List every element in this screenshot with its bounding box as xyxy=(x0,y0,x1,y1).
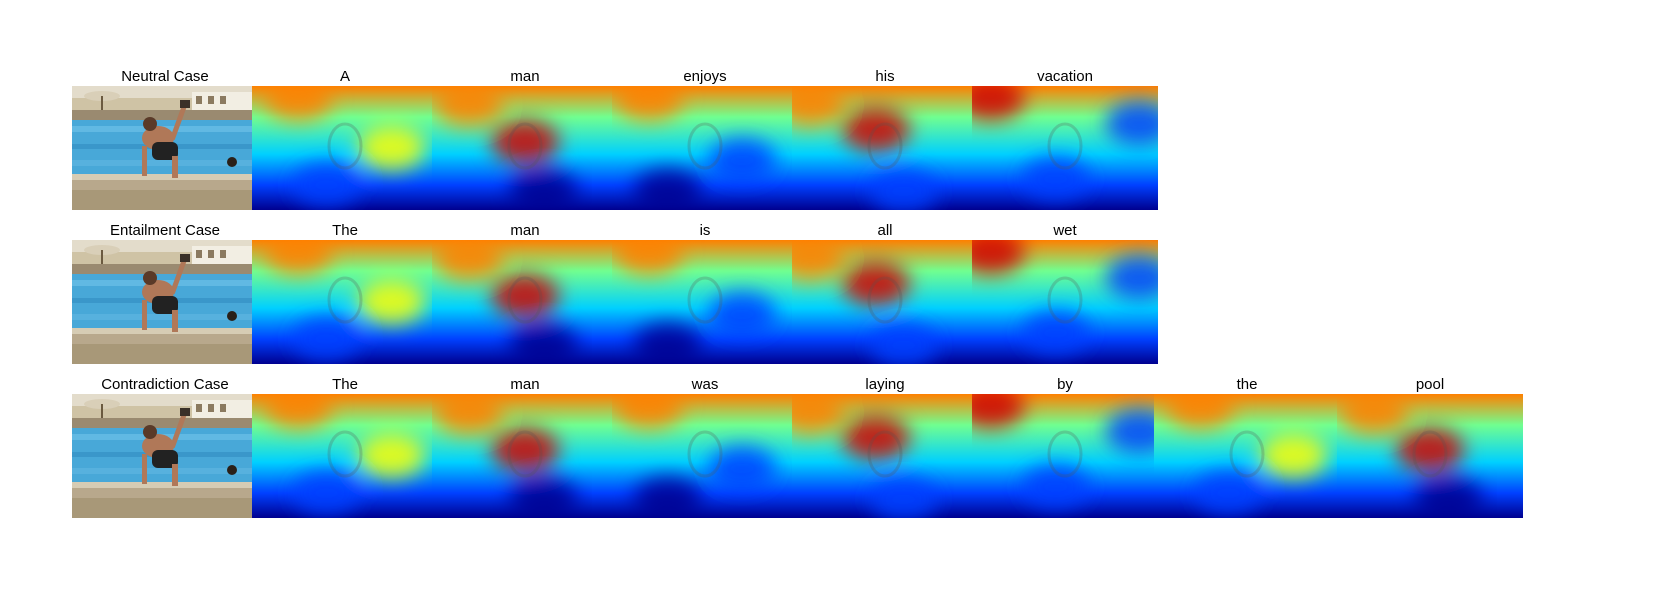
case-label: Neutral Case xyxy=(121,68,209,85)
attention-heatmap xyxy=(252,240,438,364)
case-label: Contradiction Case xyxy=(101,376,229,393)
contradiction-case-row: Contradiction Case The man was laying by xyxy=(0,376,1661,536)
heatmap-svg xyxy=(792,86,978,210)
heatmap-svg xyxy=(252,86,438,210)
word-label: laying xyxy=(865,376,905,393)
word-label: the xyxy=(1236,376,1258,393)
word-label: his xyxy=(875,68,895,85)
attention-heatmap xyxy=(432,240,618,364)
heatmap-svg xyxy=(432,240,618,364)
neutral-case-row: Neutral Case A man enjoys his vacation xyxy=(0,68,1661,228)
attention-heatmap xyxy=(432,394,618,518)
word-label: man xyxy=(510,376,540,393)
pool-scene-svg xyxy=(72,240,258,364)
attention-heatmap xyxy=(612,240,798,364)
attention-heatmap xyxy=(252,86,438,210)
word-label: enjoys xyxy=(683,68,727,85)
heatmap-svg xyxy=(972,86,1158,210)
pool-photo xyxy=(72,240,258,364)
attention-heatmap xyxy=(972,394,1158,518)
case-label: Entailment Case xyxy=(109,222,221,239)
word-label: man xyxy=(510,68,540,85)
attention-heatmap xyxy=(972,240,1158,364)
pool-photo xyxy=(72,394,258,518)
heatmap-svg xyxy=(612,240,798,364)
entailment-case-row: Entailment Case The man is all wet xyxy=(0,222,1661,382)
attention-heatmap xyxy=(792,394,978,518)
word-label: A xyxy=(339,68,350,85)
attention-heatmap xyxy=(252,394,438,518)
word-label: is xyxy=(699,222,711,239)
attention-heatmap xyxy=(792,240,978,364)
attention-heatmap xyxy=(432,86,618,210)
heatmap-svg xyxy=(432,394,618,518)
word-label: The xyxy=(332,376,358,393)
heatmap-svg xyxy=(252,394,438,518)
attention-heatmap xyxy=(1337,394,1523,518)
heatmap-svg xyxy=(1154,394,1340,518)
pool-photo xyxy=(72,86,258,210)
attention-heatmap xyxy=(612,394,798,518)
word-label: pool xyxy=(1415,376,1445,393)
heatmap-svg xyxy=(792,394,978,518)
heatmap-svg xyxy=(612,86,798,210)
heatmap-svg xyxy=(972,394,1158,518)
attention-heatmap xyxy=(612,86,798,210)
attention-heatmap xyxy=(792,86,978,210)
attention-heatmap xyxy=(972,86,1158,210)
heatmap-svg xyxy=(432,86,618,210)
word-label: by xyxy=(1057,376,1073,393)
heatmap-svg xyxy=(612,394,798,518)
heatmap-svg xyxy=(1337,394,1523,518)
word-label: The xyxy=(332,222,358,239)
word-label: vacation xyxy=(1037,68,1093,85)
heatmap-svg xyxy=(972,240,1158,364)
word-label: all xyxy=(877,222,893,239)
attention-heatmap xyxy=(1154,394,1340,518)
heatmap-svg xyxy=(792,240,978,364)
word-label: was xyxy=(691,376,719,393)
pool-scene-svg xyxy=(72,394,258,518)
word-label: man xyxy=(510,222,540,239)
word-label: wet xyxy=(1053,222,1077,239)
heatmap-svg xyxy=(252,240,438,364)
pool-scene-svg xyxy=(72,86,258,210)
